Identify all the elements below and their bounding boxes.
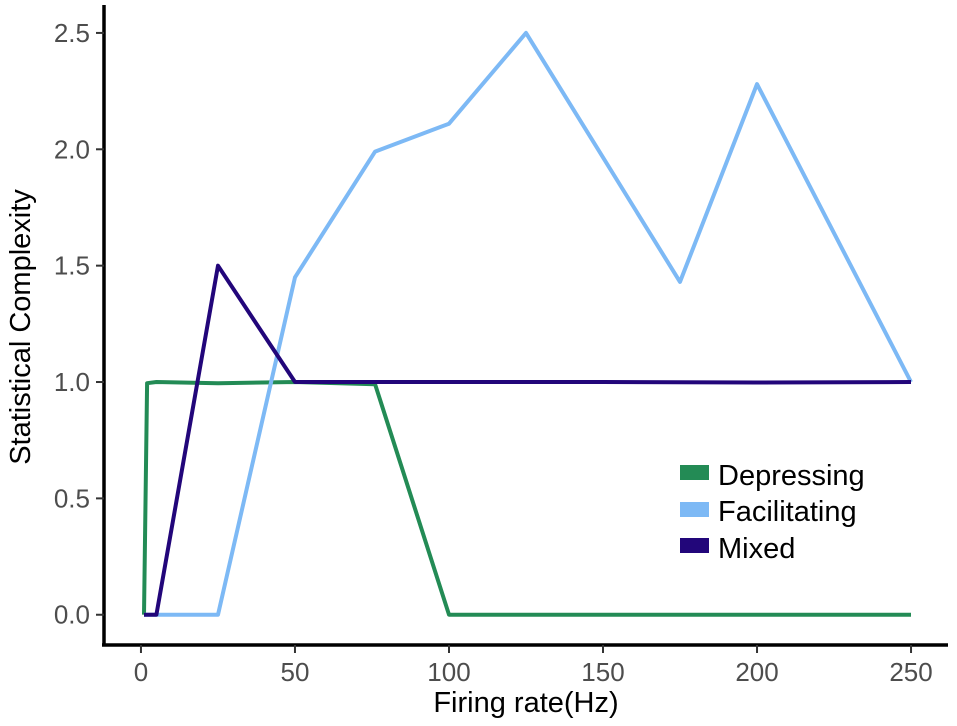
y-tick-label: 2.5 (54, 18, 90, 48)
y-tick-label: 1.5 (54, 251, 90, 281)
series-line-depressing (142, 380, 911, 617)
y-ticks: 0.0 0.5 1.0 1.5 2.0 2.5 (54, 18, 104, 630)
x-tick-label: 100 (427, 657, 470, 687)
y-tick-label: 2.0 (54, 134, 90, 164)
series-line-mixed (144, 263, 912, 617)
y-tick-label: 1.0 (54, 367, 90, 397)
legend-label-depressing: Depressing (718, 460, 865, 492)
legend-key-mixed (680, 538, 709, 553)
x-axis-title: Firing rate(Hz) (433, 687, 618, 719)
x-tick-label: 250 (889, 657, 932, 687)
series-line-facilitating (144, 30, 913, 617)
legend: Depressing Facilitating Mixed (680, 460, 865, 565)
x-tick-label: 200 (735, 657, 778, 687)
series-layer (142, 30, 913, 617)
x-tick-label: 0 (134, 657, 148, 687)
y-tick-label: 0.0 (54, 600, 90, 630)
legend-label-facilitating: Facilitating (718, 496, 857, 528)
axes-layer (102, 5, 948, 647)
y-tick-label: 0.5 (54, 483, 90, 513)
x-tick-label: 150 (581, 657, 624, 687)
x-tick-label: 50 (281, 657, 310, 687)
y-axis-title: Statistical Complexity (5, 189, 37, 465)
legend-label-mixed: Mixed (718, 533, 795, 565)
legend-key-facilitating (680, 502, 709, 517)
x-ticks: 0 50 100 150 200 250 (134, 645, 933, 687)
legend-key-depressing (680, 465, 709, 480)
